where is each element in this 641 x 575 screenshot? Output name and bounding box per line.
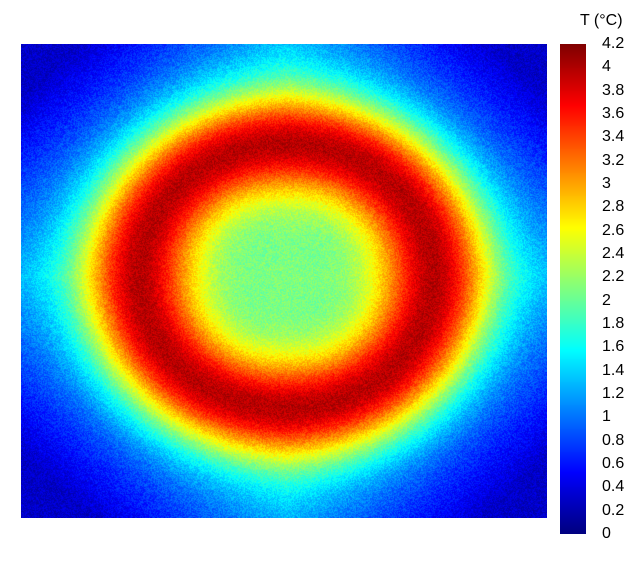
- colorbar-tick-label: 0: [602, 525, 611, 542]
- temperature-field-heatmap: [21, 44, 547, 518]
- colorbar-tick-label: 3.6: [602, 105, 625, 122]
- colorbar-tick-label: 1: [602, 408, 611, 426]
- colorbar-tick-label: 0.6: [602, 455, 625, 472]
- colorbar-tick-label: 1.2: [602, 385, 625, 402]
- colorbar-tick-label: 1.4: [602, 361, 625, 379]
- heatmap-plot-area: [21, 44, 547, 518]
- colorbar-tick-label: 4: [602, 58, 611, 76]
- colorbar-tick-label: 0.4: [602, 478, 625, 496]
- colorbar-tick-label: 2.6: [602, 221, 625, 239]
- colorbar-tick-label: 3.8: [602, 81, 625, 99]
- colorbar-tick-label: 1.6: [602, 338, 625, 356]
- colorbar-tick-label: 2.4: [602, 245, 625, 262]
- colorbar-tick-label: 2: [602, 291, 611, 309]
- colorbar-tick-label: 2.8: [602, 198, 625, 216]
- colorbar-tick-label: 3: [602, 175, 611, 192]
- colorbar-tick-label: 3.4: [602, 128, 625, 146]
- colorbar-title: T (°C): [580, 12, 623, 29]
- colorbar-tick-label: 0.8: [602, 431, 625, 449]
- colorbar-tick-label: 2.2: [602, 268, 625, 286]
- colorbar: [560, 44, 586, 534]
- colorbar-tick-label: 3.2: [602, 151, 625, 169]
- colorbar-gradient: [560, 44, 586, 534]
- colorbar-tick-label: 1.8: [602, 315, 625, 332]
- colorbar-tick-label: 4.2: [602, 35, 625, 52]
- colorbar-tick-label: 0.2: [602, 501, 625, 519]
